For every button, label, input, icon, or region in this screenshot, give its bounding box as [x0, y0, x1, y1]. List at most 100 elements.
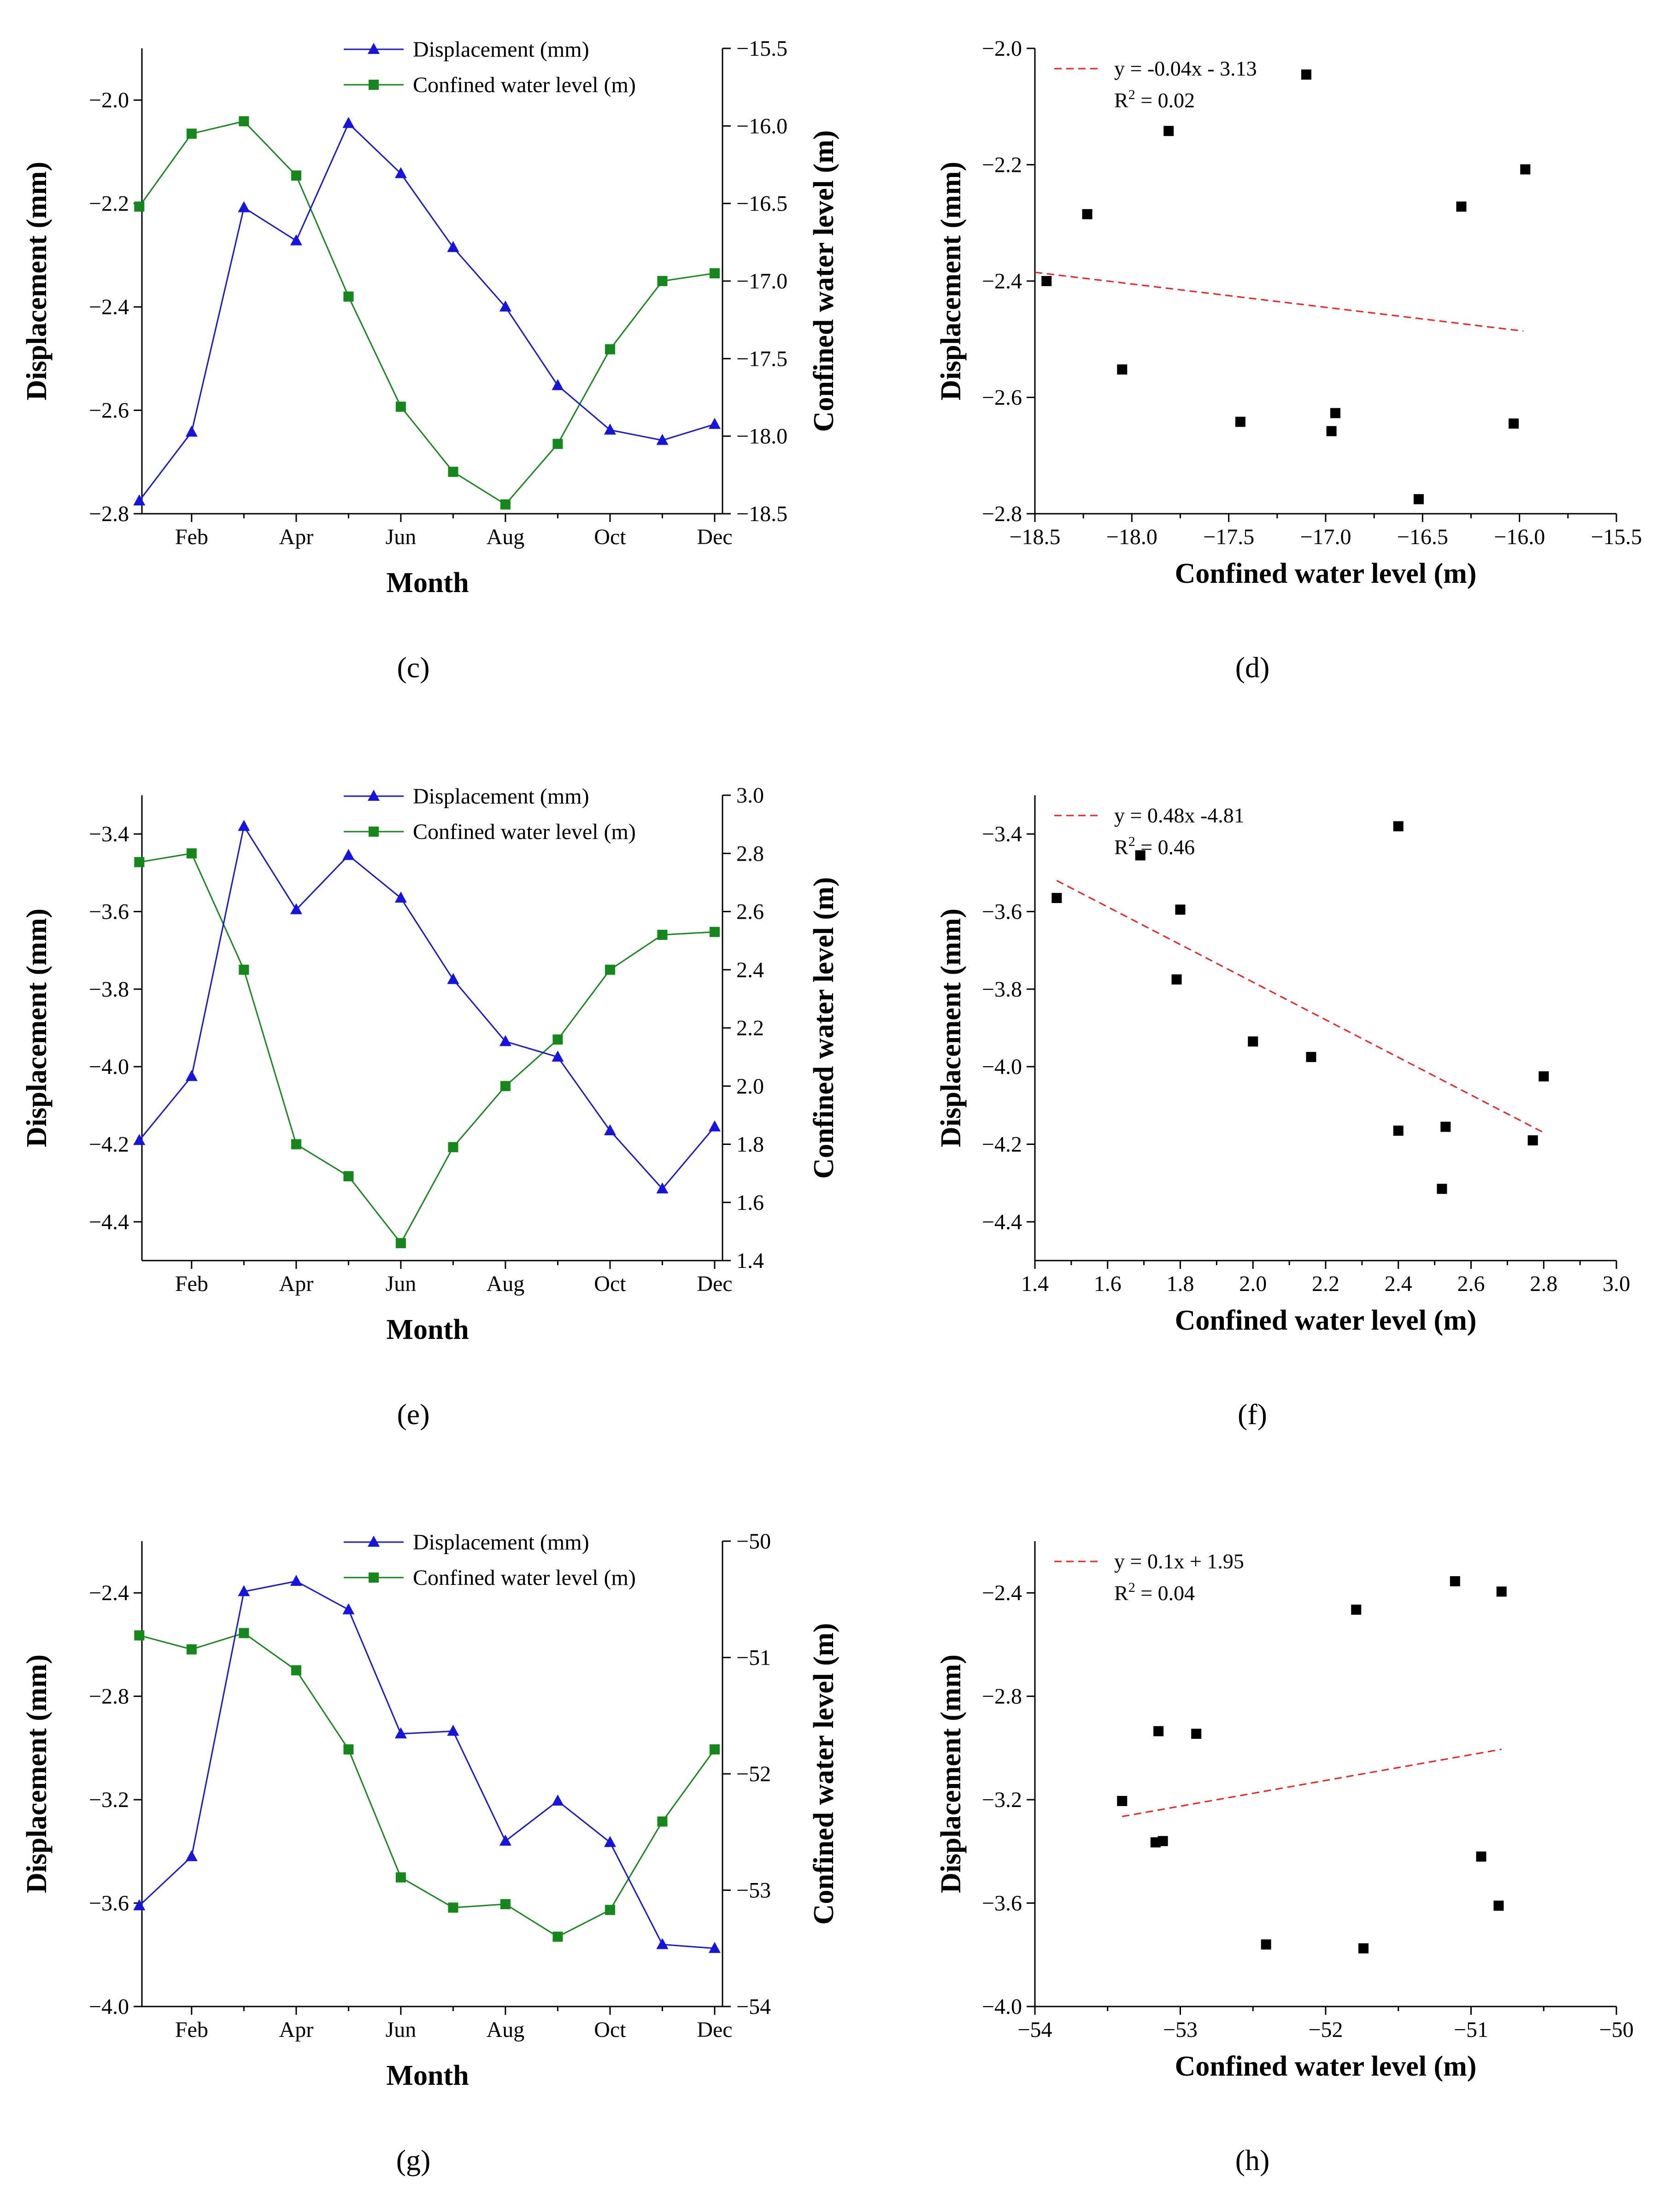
water-level-point	[709, 268, 720, 279]
water-level-point	[134, 857, 145, 868]
right-y-axis-title: Confined water level (m)	[808, 130, 840, 432]
displacement-point	[447, 973, 459, 984]
x-tick-label: Aug	[487, 2018, 525, 2042]
scatter-point	[1163, 126, 1174, 136]
water-level-point	[239, 964, 249, 975]
x-tick-label: 2.4	[1385, 1272, 1412, 1296]
right-y-tick-label: 1.4	[736, 1249, 764, 1273]
y-tick-label: −4.2	[982, 1132, 1022, 1157]
scatter-point	[1248, 1036, 1258, 1047]
y-tick-label: −3.4	[982, 822, 1022, 846]
water-level-point	[552, 439, 563, 449]
x-tick-label: 1.6	[1094, 1272, 1122, 1296]
panel-label: (h)	[1235, 2144, 1270, 2177]
water-level-point	[343, 291, 354, 302]
displacement-point	[656, 434, 669, 445]
water-level-point	[343, 1744, 354, 1754]
x-tick-label: −17.5	[1203, 525, 1254, 549]
right-y-tick-label: 2.6	[736, 900, 764, 924]
displacement-series-line	[139, 1580, 715, 1949]
displacement-point	[238, 820, 250, 831]
left-y-tick-label: −2.4	[89, 295, 129, 319]
displacement-point	[238, 201, 250, 212]
scatter-point	[1520, 164, 1531, 175]
y-tick-label: −2.8	[982, 502, 1022, 526]
displacement-point	[604, 1836, 616, 1847]
y-tick-label: −4.0	[982, 1055, 1022, 1079]
displacement-point	[133, 1134, 146, 1145]
x-tick-label: 3.0	[1603, 1272, 1630, 1296]
x-tick-label: Aug	[487, 1272, 525, 1296]
r-squared-value: = 0.02	[1135, 88, 1195, 112]
right-y-axis-title: Confined water level (m)	[808, 1623, 840, 1925]
displacement-point	[290, 1574, 302, 1586]
x-tick-label: 1.8	[1167, 1272, 1194, 1296]
fit-equation-label: y = 0.1x + 1.95	[1114, 1549, 1244, 1573]
legend-displacement-marker	[368, 43, 380, 54]
legend-displacement-marker	[368, 790, 380, 801]
y-tick-label: −4.4	[982, 1210, 1022, 1234]
left-y-tick-label: −3.4	[89, 822, 129, 846]
x-tick-label: −18.0	[1106, 525, 1157, 549]
displacement-point	[708, 417, 721, 429]
displacement-point	[342, 1603, 355, 1614]
left-y-tick-label: −2.6	[89, 399, 129, 423]
r-squared-symbol: R	[1114, 1581, 1128, 1605]
x-tick-label: −50	[1599, 2018, 1633, 2042]
legend-displacement-label: Displacement (mm)	[413, 37, 589, 62]
fit-equation-label: y = -0.04x - 3.13	[1114, 57, 1257, 80]
water-level-point	[657, 276, 668, 286]
left-y-tick-label: −2.2	[89, 192, 129, 216]
displacement-point	[552, 1794, 564, 1806]
left-y-tick-label: −2.8	[89, 1684, 129, 1709]
water-level-point	[239, 116, 249, 127]
right-y-tick-label: 2.2	[736, 1016, 764, 1040]
water-level-point	[500, 499, 511, 510]
x-tick-label: −16.0	[1494, 525, 1545, 549]
regression-line	[1122, 1748, 1502, 1818]
scatter-panel-d: −2.8 −2.6 −2.4 −2.2 −2.0 −18.5 −18.0 −17.5 −17.0…	[935, 36, 1642, 684]
y-tick-label: −2.0	[982, 36, 1022, 61]
water-level-point	[500, 1899, 511, 1909]
water-level-point	[605, 1905, 615, 1915]
r-squared-value: = 0.46	[1135, 835, 1195, 859]
y-tick-label: −3.2	[982, 1788, 1022, 1812]
right-y-tick-label: −17.5	[736, 346, 787, 371]
water-level-point	[552, 1034, 563, 1045]
water-level-point	[448, 1902, 458, 1913]
r-squared-label: R2 = 0.02	[1114, 87, 1195, 112]
scatter-point	[1191, 1729, 1202, 1739]
right-y-tick-label: 2.8	[736, 841, 764, 866]
scatter-panel-h: −4.0 −3.6 −3.2 −2.8 −2.4 −54 −53 −52 −51 −50 Confi…	[935, 1541, 1634, 2177]
x-axis-title: Month	[386, 2060, 469, 2091]
displacement-point	[708, 1942, 721, 1953]
x-tick-label: Oct	[594, 525, 626, 549]
left-y-axis-title: Displacement (mm)	[21, 162, 53, 400]
legend-water-label: Confined water level (m)	[413, 820, 636, 844]
x-tick-label: −53	[1163, 2018, 1198, 2042]
right-y-tick-label: −50	[736, 1529, 771, 1554]
y-tick-label: −3.6	[982, 1891, 1022, 1916]
water-level-series-line	[139, 852, 715, 1244]
right-y-tick-label: −52	[736, 1762, 771, 1786]
water-level-point	[657, 930, 668, 940]
r-squared-symbol: R	[1114, 835, 1128, 859]
panel-label: (c)	[397, 651, 429, 684]
legend-displacement-marker	[368, 1536, 380, 1547]
x-tick-label: Feb	[175, 2018, 208, 2042]
displacement-point	[499, 300, 511, 312]
water-level-point	[709, 1744, 720, 1754]
left-y-tick-label: −2.8	[89, 502, 129, 526]
water-level-point	[500, 1081, 511, 1091]
r-squared-label: R2 = 0.04	[1114, 1580, 1195, 1605]
water-level-point	[709, 927, 720, 937]
y-tick-label: −3.6	[982, 900, 1022, 924]
x-tick-label: −52	[1308, 2018, 1343, 2042]
scatter-point	[1235, 417, 1245, 427]
displacement-point	[342, 117, 355, 128]
x-tick-label: −16.5	[1397, 525, 1448, 549]
scatter-point	[1171, 974, 1182, 985]
figure-panels: −2.8 −2.6 −2.4 −2.2 −2.0 −18.5 −18.0 −17.5 −17.0…	[21, 36, 1642, 2177]
right-y-tick-label: 1.8	[736, 1132, 764, 1157]
displacement-point	[133, 1899, 146, 1911]
